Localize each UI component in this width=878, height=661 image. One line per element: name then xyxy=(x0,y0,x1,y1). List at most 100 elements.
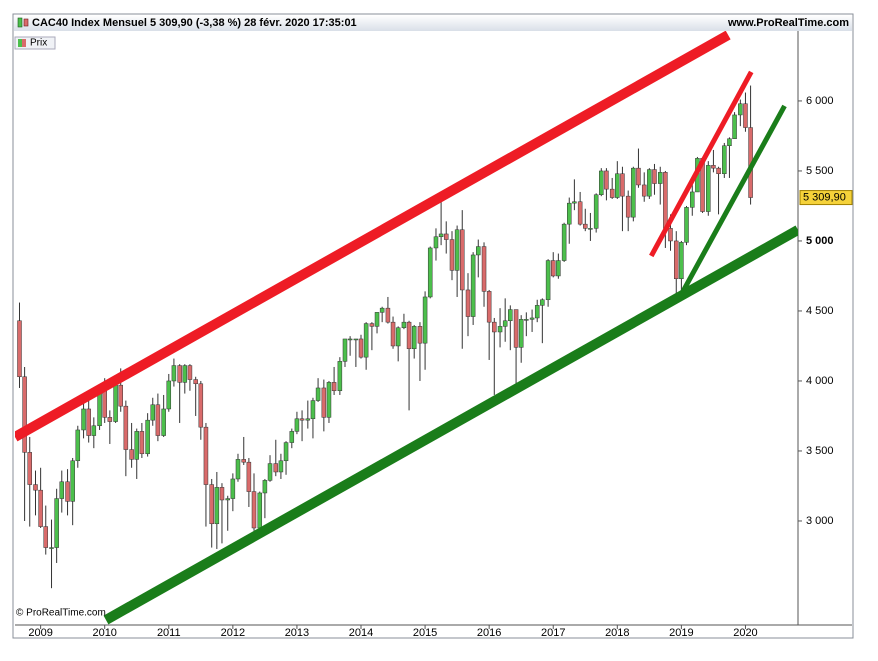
candle-body xyxy=(86,408,91,436)
candle-body xyxy=(716,167,721,174)
candle-body xyxy=(43,526,49,548)
header-icon xyxy=(17,17,23,28)
candle-body xyxy=(668,228,673,242)
candle-body xyxy=(486,291,492,323)
candle-body xyxy=(379,307,385,313)
candle-body xyxy=(102,389,107,418)
trendline xyxy=(680,104,787,294)
candle-body xyxy=(641,184,647,197)
candle-body xyxy=(636,167,641,186)
plot-marks xyxy=(15,31,798,625)
candle-body xyxy=(615,173,620,198)
candle-body xyxy=(139,431,145,455)
candle-body xyxy=(481,246,487,292)
candle-body xyxy=(390,321,396,347)
x-tick-label: 2009 xyxy=(28,627,52,639)
candle-body xyxy=(81,408,86,431)
candle-body xyxy=(492,321,497,333)
candle-body xyxy=(604,170,609,190)
chart-title: CAC40 Index Mensuel 5 309,90 (-3,38 %) 2… xyxy=(32,17,357,29)
candle-body xyxy=(155,404,161,436)
candle-body xyxy=(166,380,172,410)
candle-body xyxy=(145,419,150,455)
candle-body xyxy=(59,481,65,499)
candle-body xyxy=(230,478,236,499)
candle-body xyxy=(17,320,22,378)
legend-label: Prix xyxy=(30,38,47,49)
y-tick-label: 4 500 xyxy=(806,305,834,317)
candle-body xyxy=(588,228,593,230)
candle-body xyxy=(625,195,631,218)
trendline xyxy=(15,31,731,442)
candle-body xyxy=(732,114,737,139)
candle-body xyxy=(433,236,439,249)
x-tick-label: 2011 xyxy=(157,627,181,639)
y-tick-label: 4 000 xyxy=(806,375,834,387)
candle-body xyxy=(449,239,455,271)
candle-body xyxy=(235,459,241,480)
candle-body xyxy=(33,484,38,491)
candle-body xyxy=(545,260,551,301)
candle-body xyxy=(395,327,401,347)
candle-body xyxy=(727,138,732,146)
candle-body xyxy=(22,376,27,453)
source: www.ProRealTime.com xyxy=(727,17,849,29)
candle-body xyxy=(454,229,460,271)
candle-body xyxy=(225,498,230,501)
candle-body xyxy=(620,173,625,197)
candle-body xyxy=(401,321,407,329)
y-tick-label: 6 000 xyxy=(806,95,834,107)
trendline xyxy=(103,225,798,625)
candle-body xyxy=(593,194,599,229)
candle-body xyxy=(150,404,156,421)
candle-body xyxy=(326,382,332,418)
candle-body xyxy=(406,321,412,350)
candle-body xyxy=(294,418,300,432)
candle-body xyxy=(657,172,663,184)
y-tick-label: 5 000 xyxy=(806,235,834,247)
candle-body xyxy=(497,326,503,333)
candle-body xyxy=(363,323,369,358)
candle-body xyxy=(518,319,524,348)
last-price-label: 5 309,90 xyxy=(803,191,846,203)
candle-body xyxy=(470,254,476,317)
candle-body xyxy=(257,492,263,529)
y-tick-label: 3 000 xyxy=(806,515,834,527)
candle-body xyxy=(273,463,279,473)
candle-body xyxy=(113,384,118,422)
candle-body xyxy=(438,233,444,238)
candle-body xyxy=(647,169,652,197)
candle-body xyxy=(502,320,508,327)
candle-body xyxy=(609,188,615,198)
candle-body xyxy=(182,365,188,383)
candle-body xyxy=(583,223,588,229)
candle-body xyxy=(54,498,59,548)
candle-body xyxy=(278,460,284,473)
candle-body xyxy=(369,323,375,327)
candle-body xyxy=(27,452,32,485)
x-tick-label: 2016 xyxy=(477,627,501,639)
candle-body xyxy=(342,338,348,362)
candle-body xyxy=(524,319,529,321)
candle-body xyxy=(315,387,321,401)
candle-body xyxy=(177,365,182,383)
candle-body xyxy=(38,489,43,527)
candle-body xyxy=(331,382,337,392)
candle-body xyxy=(385,307,391,323)
x-tick-label: 2014 xyxy=(349,627,373,639)
candle-body xyxy=(171,365,177,382)
candle-body xyxy=(289,431,295,443)
candle-body xyxy=(599,170,604,196)
candle-body xyxy=(161,408,166,436)
candle-body xyxy=(91,425,97,436)
legend-swatch xyxy=(18,39,22,47)
candle-body xyxy=(577,201,583,225)
candle-body xyxy=(540,299,545,306)
candle-body xyxy=(251,491,257,529)
candle-body xyxy=(246,461,252,492)
candle-body xyxy=(75,429,81,462)
candle-body xyxy=(561,223,567,261)
candle-body xyxy=(508,309,513,322)
x-tick-label: 2010 xyxy=(92,627,116,639)
